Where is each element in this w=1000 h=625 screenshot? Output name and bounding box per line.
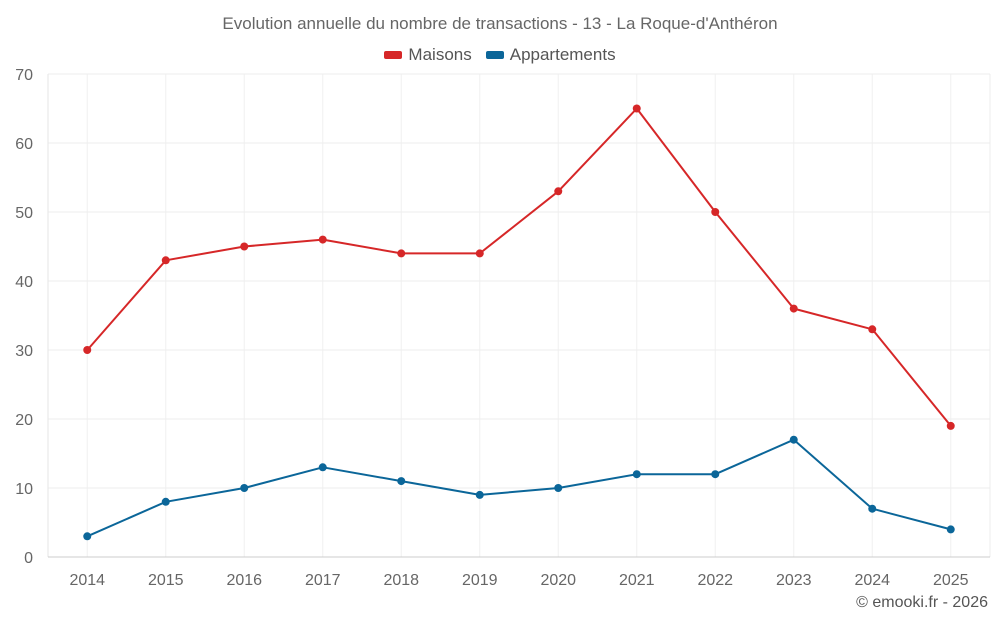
legend-item-appartements[interactable]: Appartements xyxy=(485,45,616,65)
data-point-maisons xyxy=(946,421,955,430)
legend-swatch-maisons xyxy=(384,51,403,59)
data-point-appartements xyxy=(868,504,877,513)
data-point-maisons xyxy=(318,235,327,244)
data-point-appartements xyxy=(83,532,92,541)
data-point-maisons xyxy=(554,187,563,196)
data-point-maisons xyxy=(475,249,484,258)
data-point-appartements xyxy=(475,490,484,499)
x-tick-label: 2016 xyxy=(226,572,262,589)
y-tick-label: 50 xyxy=(15,205,33,222)
data-point-appartements xyxy=(240,484,249,492)
chart-title: Evolution annuelle du nombre de transact… xyxy=(222,14,778,33)
y-tick-label: 30 xyxy=(15,343,33,360)
data-point-maisons xyxy=(397,249,406,258)
legend-item-maisons[interactable]: Maisons xyxy=(384,45,472,65)
y-tick-label: 20 xyxy=(15,412,33,429)
data-point-appartements xyxy=(711,470,720,479)
data-point-appartements xyxy=(789,435,798,444)
x-tick-label: 2025 xyxy=(933,572,969,589)
data-point-appartements xyxy=(946,525,955,534)
x-tick-label: 2018 xyxy=(383,572,419,589)
y-tick-label: 0 xyxy=(24,550,33,567)
x-tick-label: 2024 xyxy=(854,572,890,589)
data-point-maisons xyxy=(161,256,170,265)
y-tick-label: 60 xyxy=(15,136,33,153)
data-point-maisons xyxy=(83,346,92,354)
series-line-maisons xyxy=(86,107,952,427)
x-tick-label: 2015 xyxy=(148,572,184,589)
x-tick-label: 2014 xyxy=(69,572,105,589)
data-point-appartements xyxy=(161,497,170,506)
x-tick-label: 2023 xyxy=(776,572,812,589)
legend: Maisons Appartements xyxy=(0,45,1000,65)
y-tick-label: 70 xyxy=(15,67,33,84)
x-tick-label: 2017 xyxy=(305,572,341,589)
x-tick-label: 2021 xyxy=(619,572,655,589)
data-point-appartements xyxy=(554,484,563,492)
grid xyxy=(48,73,990,558)
x-tick-label: 2020 xyxy=(540,572,576,589)
data-point-appartements xyxy=(632,470,641,479)
data-point-maisons xyxy=(711,208,720,216)
y-tick-label: 10 xyxy=(15,481,33,498)
x-tick-label: 2022 xyxy=(697,572,733,589)
data-point-appartements xyxy=(318,463,327,472)
credit-text: © emooki.fr - 2026 xyxy=(856,594,988,611)
data-point-maisons xyxy=(632,104,641,113)
data-point-maisons xyxy=(789,304,798,313)
legend-label-maisons: Maisons xyxy=(408,45,472,64)
data-point-appartements xyxy=(397,477,406,486)
y-tick-label: 40 xyxy=(15,274,33,291)
series-line-appartements xyxy=(86,438,952,538)
legend-swatch-appartements xyxy=(485,51,504,59)
legend-label-appartements: Appartements xyxy=(509,45,616,64)
x-tick-label: 2019 xyxy=(462,572,498,589)
data-point-maisons xyxy=(240,242,249,251)
data-point-maisons xyxy=(868,325,877,334)
